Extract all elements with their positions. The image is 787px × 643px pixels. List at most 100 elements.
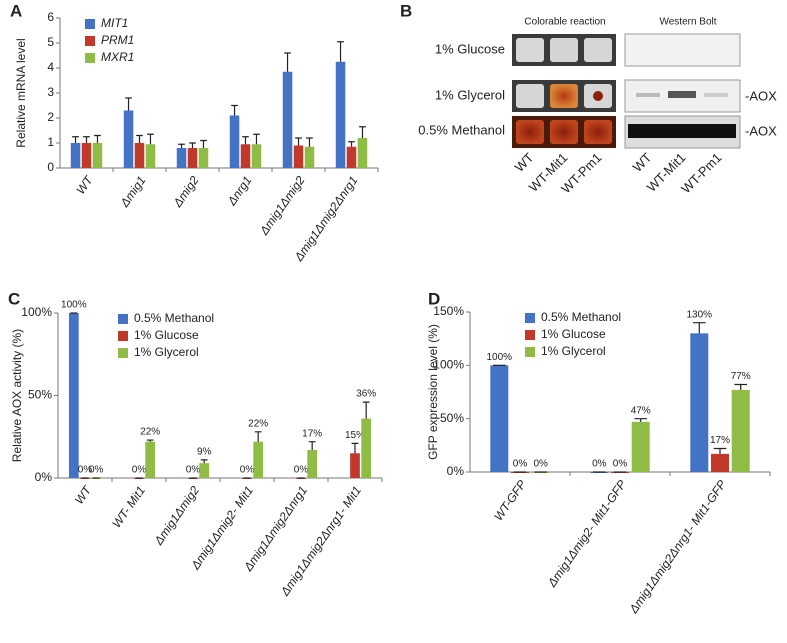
error-bar xyxy=(348,141,355,147)
bar xyxy=(123,110,134,168)
value-label: 17% xyxy=(302,428,322,439)
value-label: 0% xyxy=(613,459,628,470)
y-axis-label: Relative AOX activity (%) xyxy=(10,329,24,462)
legend-label: 1% Glucose xyxy=(134,328,199,342)
error-bar xyxy=(83,136,90,143)
y-tick-label: 0% xyxy=(447,464,465,478)
spot xyxy=(516,120,544,144)
bar xyxy=(68,313,79,478)
band xyxy=(704,93,728,97)
error-bar xyxy=(362,401,370,419)
value-label: 100% xyxy=(487,352,513,363)
bar xyxy=(199,463,210,478)
error-bar xyxy=(231,104,238,116)
blot xyxy=(624,33,741,67)
legend-label: 1% Glucose xyxy=(541,327,606,341)
error-bar xyxy=(253,133,260,145)
value-label: 0% xyxy=(78,465,93,476)
error-bar xyxy=(308,441,316,450)
bar xyxy=(187,148,198,168)
y-tick-label: 100% xyxy=(433,358,464,372)
legend-swatch xyxy=(525,313,535,323)
spot xyxy=(593,91,603,101)
error-bar xyxy=(284,52,291,72)
bar xyxy=(229,115,240,168)
blot-panel: B Colorable reaction Western Bolt 1% Glu… xyxy=(400,1,777,196)
y-tick-label: 0% xyxy=(35,470,53,484)
value-label: 130% xyxy=(687,309,713,320)
bar xyxy=(357,138,368,168)
bar xyxy=(92,143,103,168)
x-tick-label: Δnrg1 xyxy=(224,174,254,209)
panel-label: B xyxy=(400,1,412,20)
spot xyxy=(550,84,578,108)
bar xyxy=(240,144,251,168)
lane-label: WT xyxy=(512,150,537,175)
legend-label: 0.5% Methanol xyxy=(541,310,621,324)
error-bar xyxy=(94,134,101,143)
band-label: -AOX xyxy=(745,123,777,138)
x-tick-label: WT xyxy=(72,482,95,507)
value-label: 0% xyxy=(513,459,528,470)
bar xyxy=(361,418,372,478)
y-tick-label: 50% xyxy=(28,388,52,402)
value-label: 100% xyxy=(61,300,87,311)
value-label: 0% xyxy=(533,459,548,470)
value-label: 17% xyxy=(710,435,730,446)
band xyxy=(628,124,736,138)
legend-swatch xyxy=(85,36,95,46)
band xyxy=(668,91,696,98)
x-tick-label: WT-GFP xyxy=(491,478,529,524)
error-bar xyxy=(351,442,359,454)
legend-swatch xyxy=(525,347,535,357)
panel-label: C xyxy=(8,289,20,308)
error-bar xyxy=(147,133,154,145)
band-label: -AOX xyxy=(745,88,777,103)
lane-label: WT xyxy=(630,150,655,175)
bar xyxy=(134,143,145,168)
error-bar xyxy=(200,459,208,464)
bar xyxy=(145,441,156,478)
error-bar xyxy=(734,383,747,390)
error-bar xyxy=(242,136,249,145)
legend-label: PRM1 xyxy=(101,33,134,47)
bar xyxy=(145,144,156,168)
bar xyxy=(731,389,750,472)
y-tick-label: 150% xyxy=(433,304,464,318)
bar xyxy=(711,453,729,472)
legend-swatch xyxy=(118,314,128,324)
bar xyxy=(293,145,304,168)
column-header: Western Bolt xyxy=(659,17,716,28)
x-tick-label: Δmig1Δmig2- Mit1-GFP xyxy=(544,478,629,591)
error-bar xyxy=(254,431,262,442)
row-label: 1% Glucose xyxy=(435,41,505,56)
bar xyxy=(70,143,81,168)
x-tick-label: WT- Mit1 xyxy=(109,484,148,531)
bar xyxy=(490,365,509,472)
bar xyxy=(81,143,92,168)
error-bar xyxy=(136,134,143,143)
band xyxy=(636,93,660,97)
value-label: 22% xyxy=(140,427,160,438)
error-bar xyxy=(359,126,366,138)
y-axis-label: GFP expression level (%) xyxy=(426,324,440,460)
y-tick-label: 6 xyxy=(47,10,54,24)
y-tick-label: 100% xyxy=(21,305,52,319)
spot xyxy=(516,84,544,108)
spot xyxy=(584,120,612,144)
x-tick-label: Δmig1Δmig2 xyxy=(256,173,307,238)
bar xyxy=(307,449,318,478)
value-label: 47% xyxy=(631,405,651,416)
error-bar xyxy=(634,418,647,422)
error-bar xyxy=(189,142,196,148)
lane-label: WT-Pm1 xyxy=(678,150,724,196)
x-tick-label: Δmig2 xyxy=(170,173,202,210)
error-bar xyxy=(178,143,185,148)
error-bar xyxy=(713,447,727,454)
error-bar xyxy=(306,137,313,147)
legend-swatch xyxy=(85,53,95,63)
error-bar xyxy=(146,439,154,442)
value-label: 0% xyxy=(89,465,104,476)
